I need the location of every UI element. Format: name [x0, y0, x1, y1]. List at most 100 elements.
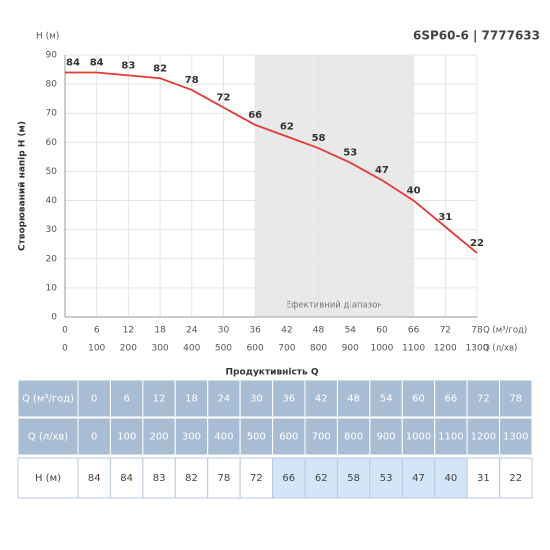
y-tick-label: 50 — [46, 167, 58, 177]
table-cell-text: 0 — [91, 432, 97, 443]
y-tick-label: 60 — [46, 138, 58, 148]
table-cell-text: 12 — [153, 394, 166, 405]
y-tick-label: 30 — [46, 225, 58, 235]
x-tick-label: 30 — [218, 326, 230, 336]
table-cell-text: 42 — [315, 394, 328, 405]
y-axis-label: Створюваний напір Н (м) — [17, 121, 28, 251]
x2-tick-label: 800 — [310, 344, 327, 354]
data-label: 78 — [185, 75, 199, 86]
x-unit: Q (м³/год) — [483, 326, 527, 336]
x2-tick-label: 300 — [151, 344, 168, 354]
x2-tick-label: 200 — [120, 344, 137, 354]
data-label: 83 — [121, 60, 135, 71]
table-cell-text: 60 — [412, 394, 425, 405]
table-cell — [401, 379, 436, 418]
x2-tick-label: 1200 — [434, 344, 457, 354]
table-cell-text: 1300 — [503, 432, 528, 443]
x2-tick-label: 1100 — [402, 344, 425, 354]
data-label: 84 — [66, 57, 80, 68]
table-cell — [109, 457, 144, 499]
table-cell — [434, 457, 468, 499]
table-cell — [466, 457, 501, 499]
data-label: 22 — [470, 238, 484, 249]
table-cell-text: 47 — [412, 473, 425, 484]
table-cell-text: 36 — [282, 394, 295, 405]
x-tick-label: 12 — [123, 326, 134, 336]
y-tick-label: 0 — [51, 313, 57, 323]
table-cell-text: 78 — [509, 394, 522, 405]
x-tick-label: 78 — [471, 326, 483, 336]
table-cell-text: 58 — [347, 473, 360, 484]
table-cell — [401, 417, 436, 456]
x2-tick-label: 1000 — [370, 344, 393, 354]
table-cell — [434, 417, 468, 456]
x-tick-label: 6 — [94, 326, 100, 336]
y-tick-label: 80 — [46, 80, 58, 90]
x-tick-label: 42 — [281, 326, 292, 336]
table-cell-text: 54 — [380, 394, 393, 405]
table-cell — [369, 457, 403, 499]
table-cell-text: 700 — [312, 432, 331, 443]
table-cell — [17, 457, 79, 499]
data-label: 40 — [407, 186, 421, 197]
table-cell-text: 31 — [477, 473, 490, 484]
table-cell-text: 84 — [120, 473, 133, 484]
x2-tick-label: 700 — [278, 344, 295, 354]
data-label: 66 — [248, 110, 262, 121]
table-cell-text: 53 — [380, 473, 393, 484]
table-cell-text: 72 — [477, 394, 490, 405]
table-cell — [272, 457, 306, 499]
table-cell — [17, 417, 79, 456]
table-cell-text: 22 — [509, 473, 522, 484]
data-label: 62 — [280, 122, 294, 133]
table-cell-text: 0 — [91, 394, 97, 405]
table-cell — [466, 417, 501, 456]
table-cell — [499, 417, 533, 456]
x2-tick-label: 600 — [247, 344, 264, 354]
y-tick-label: 10 — [46, 283, 58, 293]
table-cell — [304, 457, 338, 499]
table-cell-text: 48 — [347, 394, 360, 405]
table-cell — [336, 457, 371, 499]
y-unit: Н (м) — [36, 32, 59, 42]
table-cell — [499, 379, 533, 418]
x-tick-label: 72 — [440, 326, 451, 336]
table-cell-text: 100 — [117, 432, 136, 443]
table-cell-text: 78 — [218, 473, 231, 484]
table-cell-text: 800 — [344, 432, 363, 443]
table-cell — [499, 457, 533, 499]
table-cell — [174, 457, 209, 499]
table-cell-text: 200 — [150, 432, 169, 443]
table-cell-text: 600 — [279, 432, 298, 443]
table-cell — [304, 379, 338, 418]
x-tick-label: 66 — [408, 326, 420, 336]
x-tick-label: 60 — [376, 326, 388, 336]
y-tick-label: 70 — [46, 109, 58, 119]
x-tick-label: 24 — [186, 326, 198, 336]
y-tick-label: 40 — [46, 196, 58, 206]
table-cell-text: 500 — [247, 432, 266, 443]
table-cell — [207, 417, 241, 456]
table-cell-text: 1200 — [471, 432, 496, 443]
table-cell — [109, 417, 144, 456]
table-cell — [239, 417, 274, 456]
x2-tick-label: 500 — [215, 344, 232, 354]
table-cell — [239, 379, 274, 418]
table-cell — [77, 379, 111, 418]
x-tick-label: 0 — [62, 326, 68, 336]
table-cell-text: 82 — [185, 473, 198, 484]
table-cell-text: 1100 — [438, 432, 463, 443]
table-cell-text: 84 — [88, 473, 101, 484]
table-cell-text: 300 — [182, 432, 201, 443]
data-line — [65, 71, 478, 254]
data-label: 53 — [343, 148, 357, 159]
x-tick-label: 48 — [313, 326, 325, 336]
table-cell — [174, 379, 209, 418]
data-label: 84 — [90, 57, 104, 68]
table-cell — [466, 379, 501, 418]
x2-tick-label: 0 — [62, 344, 68, 354]
table-cell — [401, 457, 436, 499]
x2-tick-label: 400 — [183, 344, 200, 354]
table-cell — [336, 379, 371, 418]
